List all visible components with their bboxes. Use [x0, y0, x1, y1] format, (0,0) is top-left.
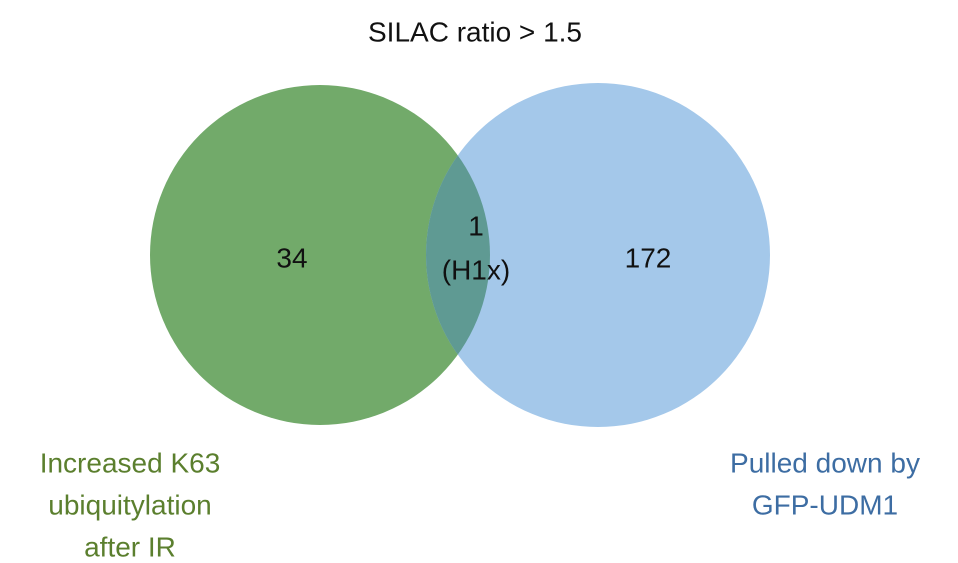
set-count-right: 172 — [625, 242, 672, 273]
label-line: Pulled down by — [730, 447, 920, 478]
set-label-right: Pulled down by GFP-UDM1 — [730, 447, 920, 520]
overlap-note: (H1x) — [442, 254, 510, 285]
label-line: after IR — [84, 531, 176, 562]
set-count-left: 34 — [276, 242, 307, 273]
label-line: GFP-UDM1 — [752, 489, 898, 520]
overlap-count: 1 — [468, 210, 484, 241]
set-circle-right — [426, 83, 770, 427]
set-circle-left — [150, 85, 490, 425]
label-line: Increased K63 — [40, 447, 221, 478]
title: SILAC ratio > 1.5 — [368, 16, 582, 47]
set-label-left: Increased K63 ubiquitylation after IR — [40, 447, 221, 562]
label-line: ubiquitylation — [48, 489, 211, 520]
